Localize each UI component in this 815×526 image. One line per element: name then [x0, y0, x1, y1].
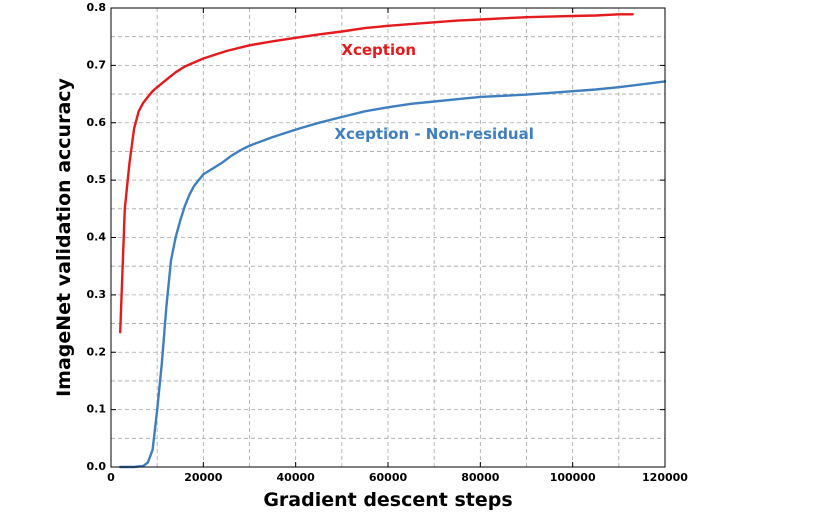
x-tick-label: 60000	[369, 471, 408, 484]
series-label-xception-non-residual: Xception - Non-residual	[334, 125, 533, 143]
series-line-xception-non-residual	[118, 80, 667, 469]
series-lines	[118, 13, 667, 469]
y-tick-label: 0.0	[87, 460, 107, 473]
y-tick-label: 0.2	[87, 345, 107, 358]
x-tick-label: 120000	[642, 471, 688, 484]
series-label-xception: Xception	[341, 41, 416, 59]
series-labels: Xception Xception - Non-residual	[334, 41, 533, 143]
y-tick-label: 0.5	[87, 173, 107, 186]
x-tick-label: 80000	[461, 471, 500, 484]
series-line-xception	[118, 13, 634, 334]
x-tick-label: 20000	[184, 471, 223, 484]
y-tick-label: 0.8	[87, 1, 107, 14]
x-tick-label: 40000	[277, 471, 316, 484]
grid	[111, 8, 665, 467]
x-axis-title: Gradient descent steps	[263, 489, 512, 511]
y-axis-tick-labels: 0.0 0.1 0.2 0.3 0.4 0.5 0.6 0.7 0.8	[87, 1, 107, 473]
y-tick-label: 0.4	[87, 231, 107, 244]
y-tick-label: 0.1	[87, 403, 107, 416]
x-axis-tick-labels: 0 20000 40000 60000 80000 100000 120000	[107, 471, 688, 484]
axis-ticks	[110, 7, 666, 468]
x-tick-label: 0	[107, 471, 115, 484]
y-tick-label: 0.3	[87, 288, 107, 301]
x-tick-label: 100000	[550, 471, 596, 484]
y-tick-label: 0.6	[87, 116, 107, 129]
y-axis-title: ImageNet validation accuracy	[53, 77, 75, 396]
y-tick-label: 0.7	[87, 58, 107, 71]
